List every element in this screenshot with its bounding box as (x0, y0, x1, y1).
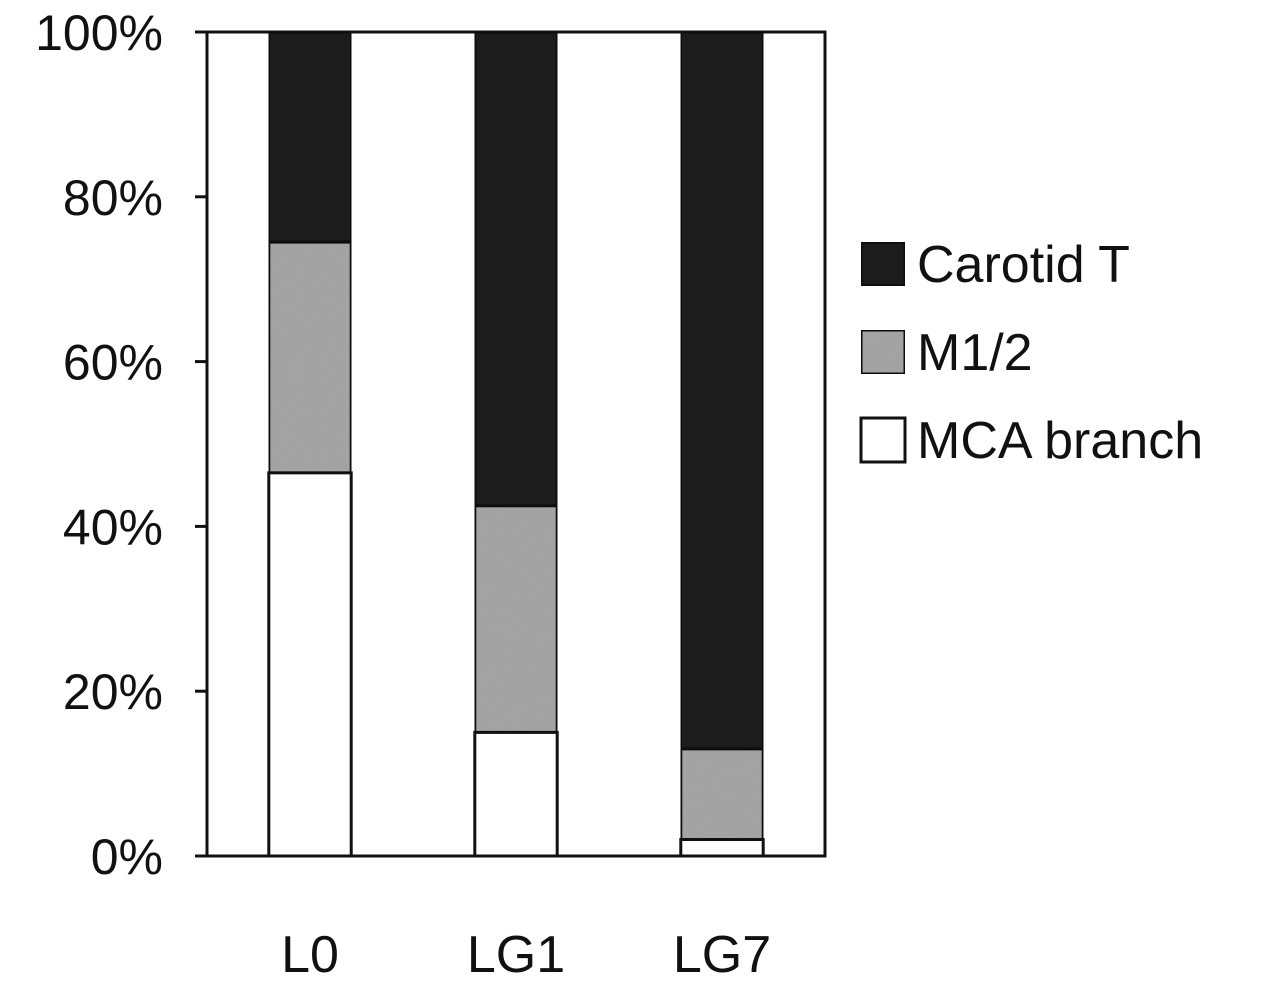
x-category-label: L0 (281, 926, 339, 982)
bar-segment-lg1-mca-branch (473, 730, 559, 858)
bar-segment-l0-carotid-t (267, 30, 353, 244)
y-tick-label: 0% (91, 829, 163, 885)
legend: Carotid T M1/2 MCA branch (859, 236, 1203, 470)
bar-segment-lg7-carotid-t (679, 30, 765, 751)
legend-swatch (859, 240, 907, 288)
bar-group (267, 30, 765, 858)
bar-segment-lg7-m1-2 (679, 747, 765, 842)
x-category-label: LG1 (467, 926, 565, 982)
y-tick-label: 40% (63, 499, 163, 555)
y-axis-ticks: 0% 20% 40% 60% 80% 100% (35, 5, 207, 885)
x-category-label: LG7 (673, 926, 771, 982)
y-tick-label: 20% (63, 664, 163, 720)
legend-swatch (859, 416, 907, 464)
x-axis-labels: L0 LG1 LG7 (281, 926, 771, 982)
bar-segment-lg1-carotid-t (473, 30, 559, 508)
y-tick-label: 80% (63, 170, 163, 226)
y-tick-label: 100% (35, 5, 163, 61)
legend-label: MCA branch (917, 412, 1203, 470)
bar-segment-l0-m1-2 (267, 240, 353, 475)
bar-segment-l0-mca-branch (267, 471, 353, 858)
legend-label: Carotid T (917, 236, 1130, 294)
bar-segment-lg7-mca-branch (679, 838, 765, 858)
bar-segment-lg1-m1-2 (473, 504, 559, 734)
legend-swatch (859, 328, 907, 376)
y-tick-label: 60% (63, 335, 163, 391)
legend-label: M1/2 (917, 324, 1033, 382)
